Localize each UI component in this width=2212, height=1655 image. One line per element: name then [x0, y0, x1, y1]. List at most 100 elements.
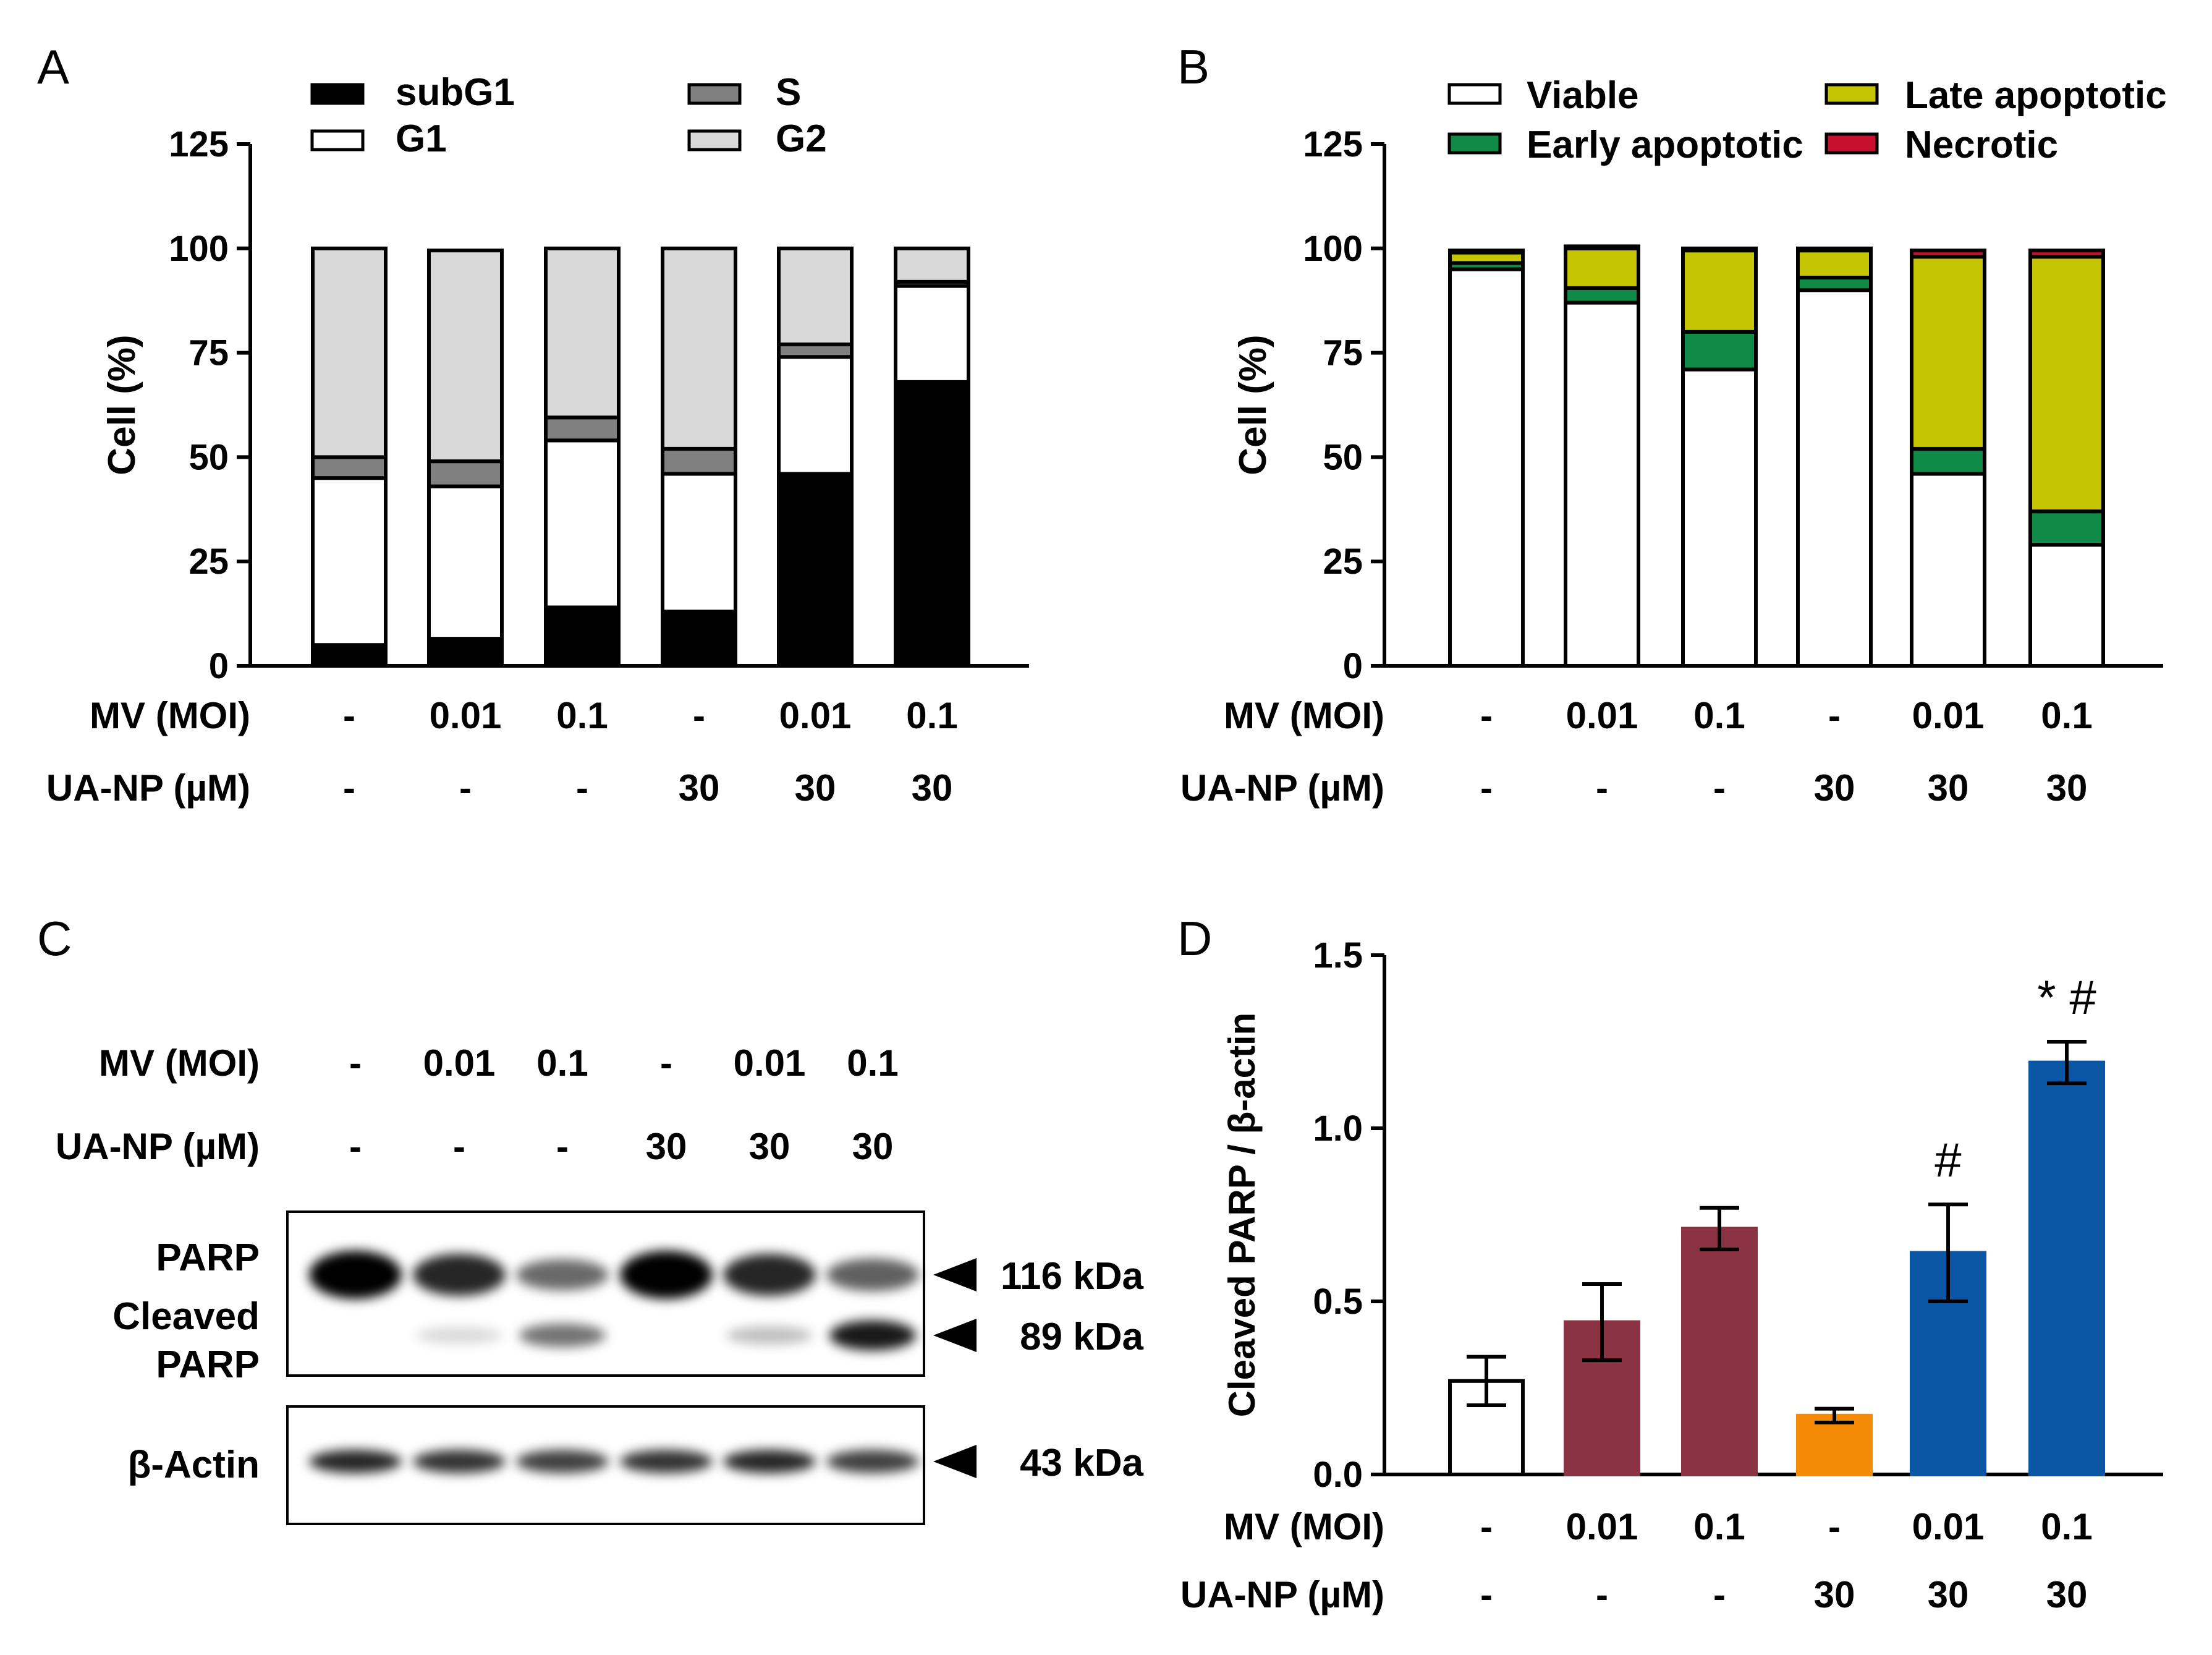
blot-mv-value: - — [660, 1042, 672, 1084]
blot-actin-label: β-Actin — [128, 1444, 260, 1486]
y-tick-label: 75 — [1323, 333, 1363, 373]
band-actin — [413, 1450, 506, 1473]
legend-label-s: S — [776, 71, 801, 114]
y-axis-title: Cleaved PARP / β-actin — [1221, 1013, 1263, 1418]
bar-g1 — [544, 438, 621, 610]
bar-necrotic — [1448, 249, 1525, 255]
y-tick-label: 100 — [1303, 229, 1363, 269]
bar-viable — [1681, 367, 1758, 668]
band-cleaved-parp — [519, 1323, 606, 1348]
bar-viable — [1910, 472, 1986, 668]
panel-label-a: A — [37, 40, 69, 94]
band-parp — [516, 1259, 609, 1291]
blot-bands — [309, 1251, 919, 1473]
mv-value: 0.1 — [1693, 695, 1745, 736]
bar-necrotic — [1910, 249, 1986, 259]
bar-necrotic — [1681, 246, 1758, 253]
mv-value: 0.01 — [430, 695, 502, 736]
blot-cleaved-label-line2: PARP — [156, 1343, 260, 1386]
legend-label-late-apoptotic: Late apoptotic — [1905, 74, 2167, 117]
y-tick-label: 75 — [189, 333, 229, 373]
blot-kda-43: 43 kDa — [1020, 1442, 1143, 1484]
bar-s — [661, 446, 737, 476]
y-tick-label: 50 — [1323, 437, 1363, 477]
bar-s — [777, 342, 854, 359]
mv-value: - — [1480, 1506, 1493, 1547]
blot-ua-value: 30 — [749, 1126, 790, 1167]
legend-label-g1: G1 — [396, 117, 447, 160]
ua-value: - — [1596, 767, 1608, 809]
band-parp — [309, 1251, 402, 1299]
legend-swatch-early-apoptotic — [1447, 132, 1502, 155]
bar-subg1 — [894, 380, 970, 668]
band-actin — [620, 1450, 713, 1473]
bar-g2 — [544, 246, 621, 420]
mv-value: 0.1 — [556, 695, 608, 736]
ua-value: - — [1480, 767, 1493, 809]
y-tick-label: 50 — [189, 437, 229, 477]
y-tick-label: 25 — [189, 542, 229, 582]
blot-mv-label: MV (MOI) — [99, 1042, 260, 1084]
bar-s — [544, 415, 621, 443]
bar-g1 — [777, 355, 854, 476]
bar-necrotic — [1796, 246, 1873, 253]
blot-mv-value: 0.1 — [536, 1042, 588, 1084]
significance-marker: * # — [2037, 970, 2096, 1024]
bar-late-apoptotic — [1796, 249, 1873, 280]
ua-value: 30 — [795, 767, 836, 809]
bar-viable — [1564, 300, 1640, 668]
legend-label-early-apoptotic: Early apoptotic — [1527, 124, 1803, 166]
band-parp — [413, 1254, 506, 1296]
bar-viable — [1448, 267, 1525, 668]
legend-label-necrotic: Necrotic — [1905, 124, 2058, 166]
band-cleaved-parp — [829, 1320, 916, 1351]
ua-value: 30 — [1814, 1574, 1855, 1615]
y-tick-label: 0.0 — [1313, 1455, 1363, 1495]
panel-label-c: C — [37, 911, 72, 966]
blot-parp-label: PARP — [156, 1236, 260, 1279]
blot-ua-value: - — [453, 1126, 465, 1167]
bar-g2 — [777, 246, 854, 347]
y-tick-label: 25 — [1323, 542, 1363, 582]
mv-value: - — [693, 695, 705, 736]
bar-g1 — [427, 484, 504, 641]
ua-value: - — [343, 767, 355, 809]
bar-late-apoptotic — [1564, 246, 1640, 290]
blot-lane-headers: - 0.01 0.1 - 0.01 0.1 - - - 30 30 30 — [349, 1042, 899, 1167]
ua-row-label: UA-NP (µM) — [1180, 767, 1384, 809]
blot-ua-value: 30 — [852, 1126, 894, 1167]
legend-swatch-viable — [1447, 83, 1502, 105]
ua-value: 30 — [1928, 767, 1969, 809]
panel-b-chart: Viable Late apoptotic Early apoptotic Ne… — [1180, 74, 2167, 809]
band-parp — [620, 1251, 713, 1299]
mv-value: 0.01 — [779, 695, 852, 736]
bar-g2 — [894, 246, 970, 284]
y-tick-label: 0 — [1343, 646, 1363, 686]
legend-label-viable: Viable — [1527, 74, 1639, 117]
band-actin — [516, 1450, 609, 1473]
band-actin — [723, 1450, 816, 1473]
mv-value: 0.01 — [1912, 695, 1985, 736]
bar-g2 — [427, 249, 504, 464]
ua-value: - — [1480, 1574, 1493, 1615]
arrow-89-icon — [933, 1319, 977, 1352]
legend-swatch-g2 — [687, 129, 742, 151]
mv-value: 0.01 — [1566, 1506, 1638, 1547]
mv-row-label: MV (MOI) — [90, 695, 250, 736]
mv-value: 0.1 — [1693, 1506, 1745, 1547]
blot-ua-value: - — [349, 1126, 362, 1167]
blot-ua-label: UA-NP (µM) — [56, 1126, 260, 1167]
y-tick-label: 125 — [169, 124, 229, 164]
bar-early-apoptotic — [1796, 276, 1873, 292]
panel-d-chart: 0.0 0.5 1.0 1.5 Cleaved PARP / β-actin # * # MV… — [1180, 935, 2163, 1615]
ua-value: - — [459, 767, 472, 809]
arrow-43-icon — [933, 1445, 977, 1478]
bar — [1796, 1413, 1873, 1477]
mv-value: 0.1 — [2041, 1506, 2092, 1547]
bar-subg1 — [661, 610, 737, 668]
bar-late-apoptotic — [1681, 249, 1758, 334]
blot-kda-116: 116 kDa — [1001, 1255, 1144, 1298]
blot-mv-value: 0.01 — [734, 1042, 806, 1084]
y-tick-label: 0.5 — [1313, 1282, 1363, 1322]
